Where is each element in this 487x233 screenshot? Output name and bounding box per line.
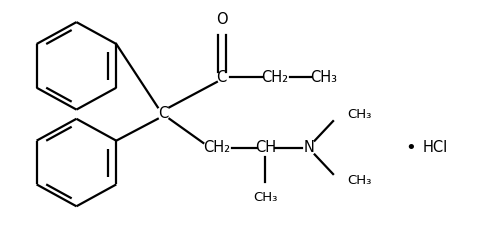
Text: O: O [216,12,227,27]
Text: CH₃: CH₃ [310,70,337,85]
Text: C: C [217,70,227,85]
Text: CH₂: CH₂ [203,140,230,155]
Text: CH₃: CH₃ [348,175,372,188]
Text: •: • [405,139,416,157]
Text: CH₃: CH₃ [348,108,372,121]
Text: C: C [158,106,169,120]
Text: CH: CH [255,140,276,155]
Text: HCl: HCl [423,140,448,155]
Text: CH₂: CH₂ [262,70,288,85]
Text: CH₃: CH₃ [253,191,278,204]
Text: N: N [303,140,314,155]
